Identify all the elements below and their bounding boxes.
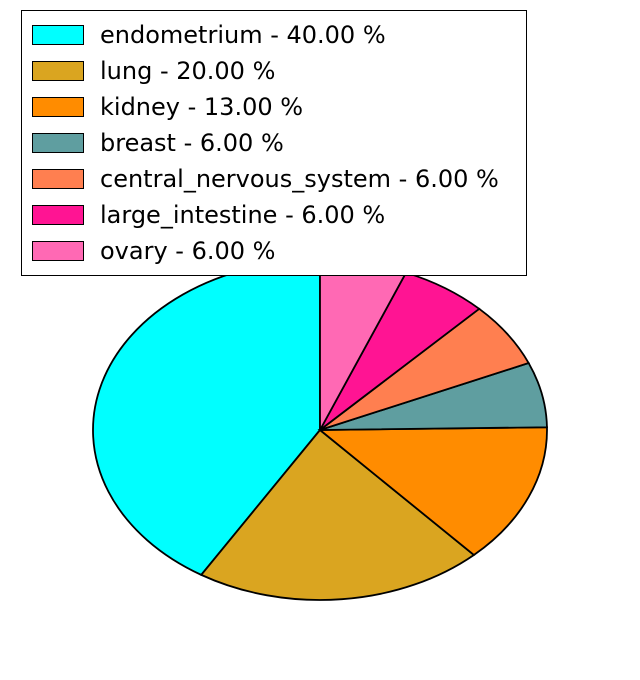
legend-item-large_intestine: large_intestine - 6.00 % bbox=[22, 197, 526, 233]
legend-swatch-lung bbox=[32, 61, 84, 81]
legend-item-endometrium: endometrium - 40.00 % bbox=[22, 17, 526, 53]
legend-swatch-large_intestine bbox=[32, 205, 84, 225]
legend-label: large_intestine - 6.00 % bbox=[100, 201, 386, 229]
legend-label: kidney - 13.00 % bbox=[100, 93, 304, 121]
legend-item-breast: breast - 6.00 % bbox=[22, 125, 526, 161]
legend-swatch-kidney bbox=[32, 97, 84, 117]
legend-swatch-breast bbox=[32, 133, 84, 153]
legend-label: endometrium - 40.00 % bbox=[100, 21, 386, 49]
legend: endometrium - 40.00 % lung - 20.00 % kidne… bbox=[21, 10, 527, 276]
legend-item-lung: lung - 20.00 % bbox=[22, 53, 526, 89]
legend-label: lung - 20.00 % bbox=[100, 57, 276, 85]
legend-item-central_nervous_system: central_nervous_system - 6.00 % bbox=[22, 161, 526, 197]
legend-swatch-endometrium bbox=[32, 25, 84, 45]
pie-slice-kidney bbox=[317, 426, 548, 557]
legend-swatch-central_nervous_system bbox=[32, 169, 84, 189]
legend-item-ovary: ovary - 6.00 % bbox=[22, 233, 526, 269]
legend-swatch-ovary bbox=[32, 241, 84, 261]
legend-label: breast - 6.00 % bbox=[100, 129, 284, 157]
legend-label: ovary - 6.00 % bbox=[100, 237, 276, 265]
pie-slice-lung bbox=[199, 428, 476, 601]
legend-item-kidney: kidney - 13.00 % bbox=[22, 89, 526, 125]
legend-label: central_nervous_system - 6.00 % bbox=[100, 165, 499, 193]
